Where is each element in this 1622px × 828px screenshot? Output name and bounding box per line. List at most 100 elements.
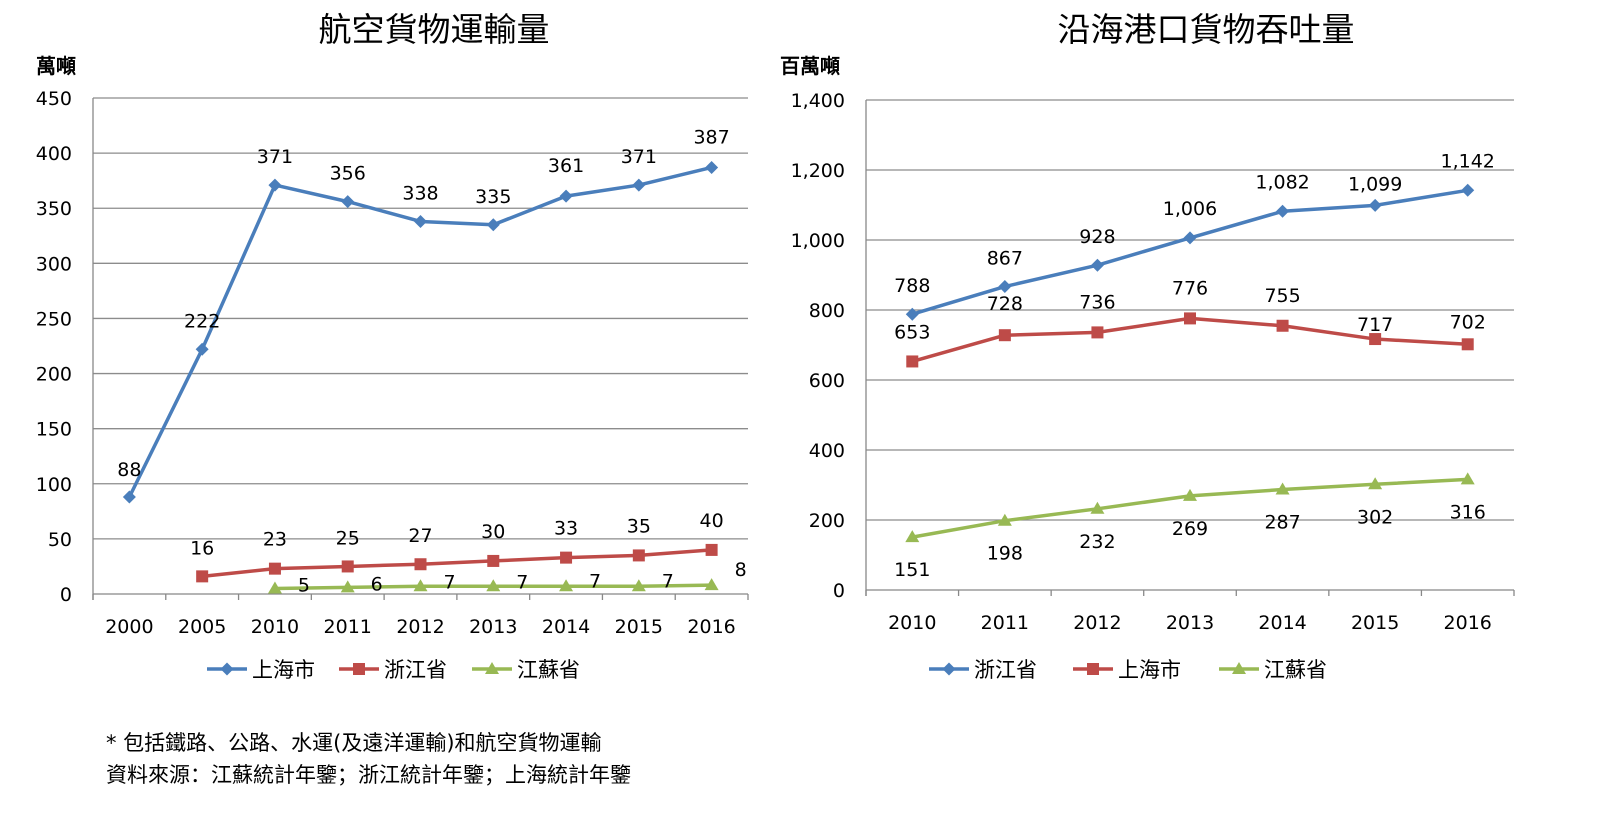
chart1-series-line-2: [201, 548, 712, 579]
chart2-series-1-data-label: 788: [894, 275, 930, 297]
chart2-y-tick-label: 600: [809, 370, 845, 392]
chart2-series-1-point: [1183, 231, 1197, 245]
chart2-series-3-data-label: 302: [1357, 506, 1393, 528]
chart1-series-3-point: [486, 579, 501, 592]
chart1-series-2-data-label: 40: [700, 510, 724, 532]
chart1-series-1-point: [632, 178, 646, 192]
chart1-series-1-point: [486, 218, 500, 232]
chart1-series-3-data-label: 6: [371, 573, 383, 595]
chart2-series-1-point: [1368, 198, 1382, 212]
chart2-y-tick-label: 800: [809, 300, 845, 322]
chart2-series-2-point: [1276, 319, 1289, 332]
chart1-series-1-data-label: 335: [475, 186, 511, 208]
chart2-x-tick-label: 2013: [1166, 612, 1214, 634]
chart1-series-3-data-label: 7: [662, 570, 674, 592]
chart2-y-unit-label: 百萬噸: [780, 54, 840, 78]
chart1-series-3-data-label: 5: [298, 574, 310, 596]
chart2-series-2-data-label: 653: [894, 321, 930, 343]
chart1-series-2-data-label: 30: [481, 521, 505, 543]
chart1-series-3-point: [340, 580, 355, 593]
chart1-legend-label: 上海市: [252, 658, 315, 682]
chart2-y-tick-label: 1,000: [791, 230, 845, 252]
chart1-series-2-data-label: 23: [263, 529, 287, 551]
chart1-series-1-data-label: 222: [184, 310, 220, 332]
chart1-series-1-point: [559, 189, 573, 203]
chart1-series-1-data-label: 387: [693, 126, 729, 148]
chart2-legend-label: 上海市: [1118, 658, 1181, 682]
chart1-series-1-data-label: 356: [330, 163, 366, 185]
chart2-series-2-point: [1369, 333, 1382, 346]
chart1-x-tick-label: 2005: [178, 616, 226, 638]
chart1-series-3-data-label: 7: [443, 571, 455, 593]
chart1-series-3-data-label: 7: [516, 571, 528, 593]
chart2-series-3-point: [1460, 472, 1475, 485]
chart1-y-tick-label: 100: [36, 474, 72, 496]
chart2-series-3-data-label: 151: [894, 559, 930, 581]
chart1-series-2-point: [196, 570, 209, 583]
chart2-y-tick-label: 1,400: [791, 90, 845, 112]
chart1-series-2-data-label: 35: [627, 515, 651, 537]
chart2-y-tick-label: 400: [809, 440, 845, 462]
chart2-legend-marker: [942, 662, 956, 676]
chart1-series-3-point: [704, 578, 719, 591]
chart1-series-2-data-label: 16: [190, 537, 214, 559]
chart2-series-2-point: [1184, 312, 1196, 325]
chart1-y-tick-label: 450: [36, 88, 72, 110]
chart1-x-tick-label: 2011: [324, 616, 372, 638]
chart1-y-tick-label: 50: [48, 529, 72, 551]
chart2-title: 沿海港口貨物吞吐量: [1058, 10, 1355, 49]
chart2-series-2-data-label: 736: [1079, 291, 1115, 313]
chart2-x-tick-label: 2014: [1258, 612, 1306, 634]
chart1-title: 航空貨物運輸量: [319, 10, 550, 49]
chart1-y-tick-label: 350: [36, 198, 72, 220]
chart2-series-3-data-label: 316: [1450, 501, 1486, 523]
chart1-series-3-point: [559, 579, 574, 592]
chart2-series-3-data-label: 269: [1172, 518, 1208, 540]
chart2-legend-marker: [1087, 663, 1099, 675]
chart2-x-tick-label: 2015: [1351, 612, 1399, 634]
chart2-y-tick-label: 1,200: [791, 160, 845, 182]
chart1-legend-marker: [220, 662, 234, 676]
chart1-series-2-point: [414, 558, 427, 571]
source-note: 資料來源：江蘇統計年鑒；浙江統計年鑒；上海統計年鑒: [106, 763, 631, 787]
chart2-x-tick-label: 2010: [888, 612, 936, 634]
chart1-series-1-point: [268, 178, 282, 192]
chart2-series-1-data-label: 867: [987, 248, 1023, 270]
chart1-series-2-point: [487, 554, 500, 567]
chart1-y-tick-label: 300: [36, 253, 72, 275]
chart1-series-3-point: [267, 581, 282, 594]
chart2-y-tick-label: 200: [809, 510, 845, 532]
chart2-series-1-point: [1090, 258, 1104, 272]
chart1-series-1-data-label: 371: [621, 146, 657, 168]
chart1-series-2-point: [705, 543, 718, 556]
chart2-legend-marker: [1232, 662, 1246, 674]
chart1-x-tick-label: 2012: [396, 616, 444, 638]
chart1-y-tick-label: 150: [36, 419, 72, 441]
chart2-series-2-point: [1091, 326, 1104, 339]
chart1-x-tick-label: 2015: [615, 616, 663, 638]
chart2-series-2-data-label: 776: [1172, 277, 1208, 299]
chart2-series-1-data-label: 928: [1079, 226, 1115, 248]
chart1-series-1-data-label: 361: [548, 155, 584, 177]
chart2-series-3-data-label: 198: [987, 543, 1023, 565]
chart2-series-2-point: [1461, 338, 1474, 351]
chart1-series-1-data-label: 338: [402, 182, 438, 204]
chart2-series-2-point: [906, 355, 919, 368]
chart1-legend-marker: [485, 662, 499, 674]
chart2-legend-label: 江蘇省: [1264, 658, 1327, 682]
chart1-y-tick-label: 0: [60, 584, 72, 606]
chart2-x-tick-label: 2011: [981, 612, 1029, 634]
chart2-series-2-data-label: 717: [1357, 314, 1393, 336]
chart2-series-1-point: [1461, 183, 1475, 197]
chart2-series-1-data-label: 1,142: [1441, 150, 1495, 172]
chart2-series-1-point: [905, 307, 919, 321]
footnote: * 包括鐵路、公路、水運(及遠洋運輸)和航空貨物運輸: [106, 731, 602, 755]
chart1-series-1-point: [705, 160, 719, 174]
chart1-x-tick-label: 2013: [469, 616, 517, 638]
chart1-x-tick-label: 2016: [687, 616, 735, 638]
chart1-series-2-point: [560, 551, 573, 564]
chart1-series-2-point: [268, 562, 281, 575]
chart1-legend-label: 江蘇省: [517, 658, 580, 682]
chart2-series-1-data-label: 1,099: [1348, 173, 1402, 195]
